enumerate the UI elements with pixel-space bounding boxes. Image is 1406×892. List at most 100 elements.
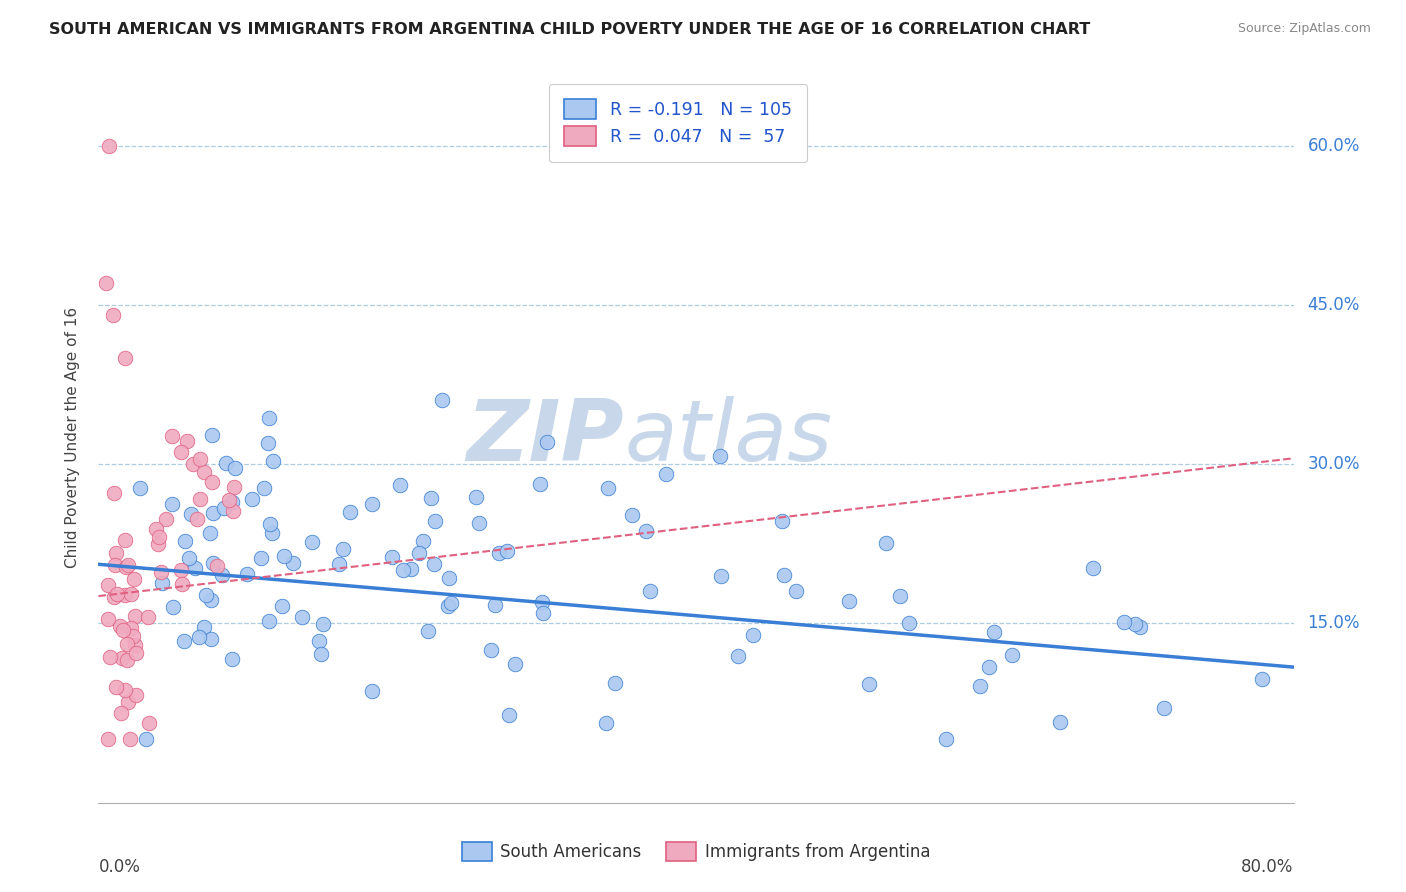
Point (983, 625, 1005, 640)
Point (111, 623, 134, 637)
Point (115, 560, 138, 574)
Point (655, 467, 678, 482)
Point (110, 706, 132, 720)
Point (122, 629, 145, 643)
Text: 0.0%: 0.0% (98, 858, 141, 876)
Point (170, 445, 193, 459)
Point (273, 549, 295, 563)
Point (423, 557, 446, 571)
Point (259, 517, 281, 532)
Point (1250, 672, 1272, 686)
Point (108, 619, 131, 633)
Point (308, 634, 330, 648)
Point (935, 732, 957, 747)
Point (114, 351, 136, 365)
Point (440, 596, 463, 610)
Text: Source: ZipAtlas.com: Source: ZipAtlas.com (1237, 22, 1371, 36)
Point (257, 614, 280, 628)
Legend: South Americans, Immigrants from Argentina: South Americans, Immigrants from Argenti… (456, 835, 936, 868)
Point (301, 534, 323, 549)
Point (148, 530, 170, 544)
Point (252, 481, 274, 495)
Point (381, 549, 404, 564)
Point (120, 621, 142, 635)
Point (222, 504, 245, 518)
Point (215, 456, 238, 470)
Text: 80.0%: 80.0% (1241, 858, 1294, 876)
Point (162, 497, 184, 511)
Point (125, 688, 148, 702)
Point (531, 606, 554, 620)
Point (1083, 561, 1105, 575)
Point (184, 561, 207, 575)
Point (188, 452, 211, 467)
Point (221, 651, 243, 665)
Point (858, 677, 880, 691)
Point (412, 534, 434, 549)
Point (114, 533, 136, 547)
Point (149, 565, 172, 579)
Point (1123, 616, 1146, 631)
Point (186, 511, 208, 525)
Point (221, 495, 243, 509)
Point (785, 584, 807, 599)
Point (240, 491, 263, 506)
Point (136, 610, 159, 624)
Point (419, 491, 441, 505)
Point (201, 428, 224, 442)
Point (309, 647, 332, 661)
Point (160, 429, 183, 443)
Point (173, 633, 195, 648)
Point (146, 537, 169, 551)
Point (124, 638, 146, 652)
Point (408, 546, 430, 560)
Point (170, 563, 193, 577)
Point (218, 492, 240, 507)
Point (636, 524, 658, 539)
Point (138, 716, 160, 731)
Point (124, 608, 146, 623)
Point (640, 584, 662, 599)
Point (125, 646, 148, 660)
Text: 60.0%: 60.0% (1308, 136, 1360, 154)
Point (103, 485, 125, 500)
Point (361, 684, 384, 698)
Point (200, 593, 222, 607)
Point (180, 508, 202, 522)
Point (977, 660, 1000, 674)
Point (503, 657, 526, 672)
Point (135, 731, 157, 746)
Point (603, 676, 626, 690)
Point (117, 637, 139, 651)
Point (177, 551, 200, 566)
Point (202, 506, 225, 520)
Point (115, 653, 138, 667)
Text: 15.0%: 15.0% (1308, 614, 1360, 632)
Point (211, 568, 233, 582)
Point (97, 138, 120, 153)
Point (201, 475, 224, 489)
Point (439, 571, 461, 585)
Point (120, 732, 142, 747)
Point (416, 624, 439, 639)
Point (392, 564, 415, 578)
Point (710, 569, 733, 583)
Point (187, 630, 209, 644)
Point (328, 557, 350, 571)
Point (200, 632, 222, 646)
Point (495, 544, 517, 558)
Point (224, 480, 246, 494)
Point (465, 490, 488, 504)
Point (122, 572, 145, 586)
Point (193, 465, 215, 479)
Point (193, 620, 215, 634)
Point (621, 508, 644, 523)
Point (103, 590, 125, 604)
Point (488, 546, 510, 560)
Point (111, 651, 134, 665)
Point (536, 435, 558, 450)
Point (430, 392, 453, 407)
Point (271, 599, 294, 613)
Point (145, 522, 167, 536)
Point (104, 558, 127, 572)
